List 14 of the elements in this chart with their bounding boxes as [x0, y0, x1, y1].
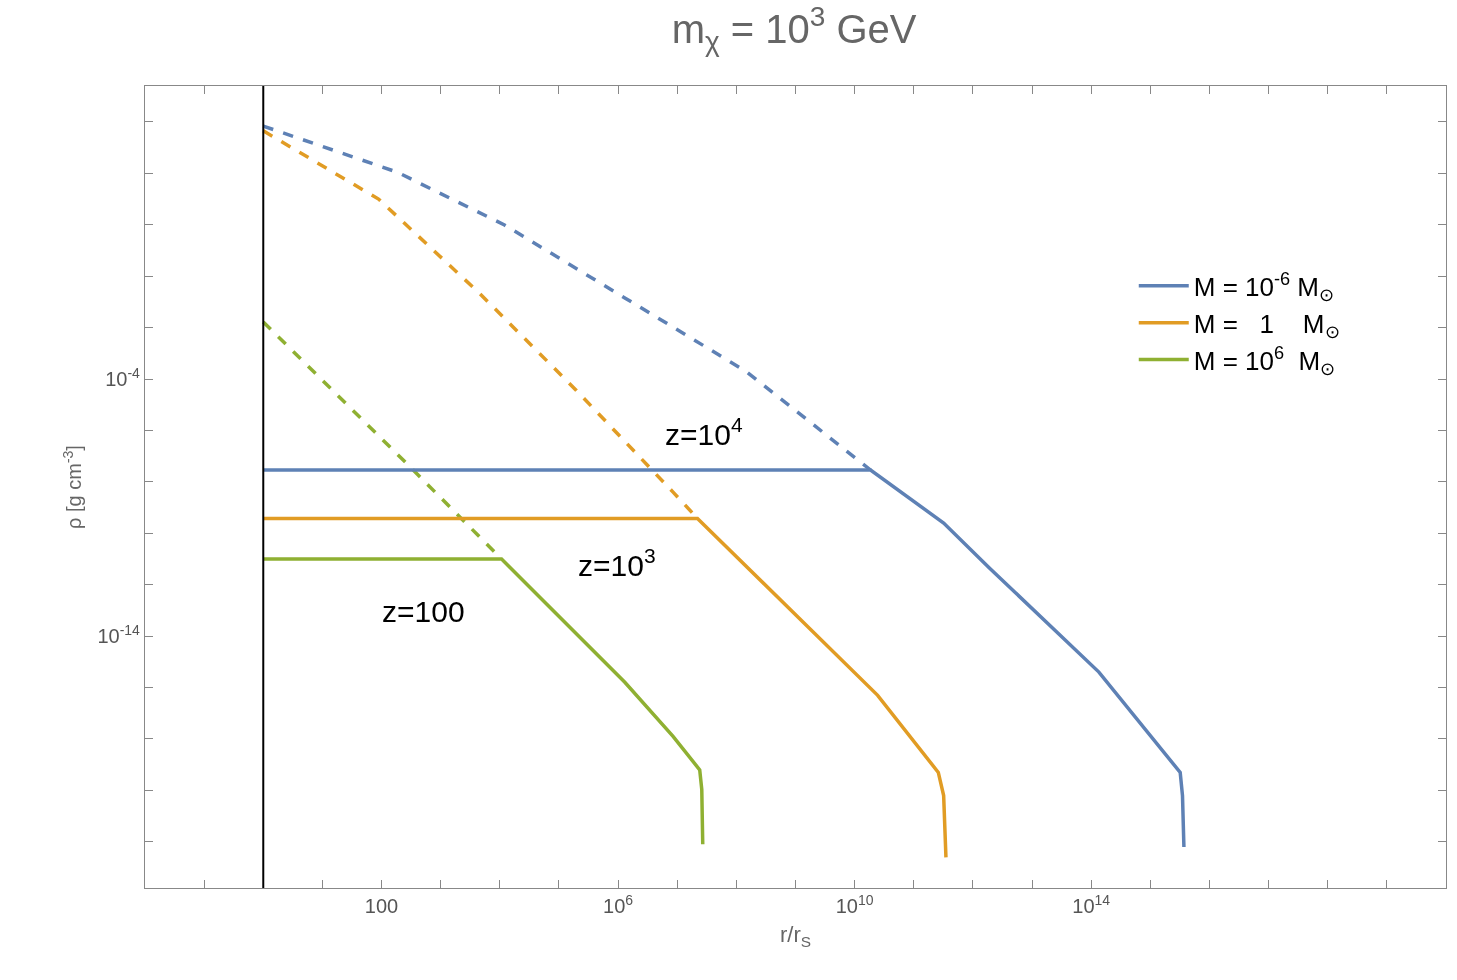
x-tick-label: 10$^{6}$ — [603, 891, 634, 918]
legend-label: M = 10$^{6}$ M$_{⊙}$ — [1193, 342, 1336, 380]
chart-title: m$_{χ}$ = 10$^{3}$ GeV — [671, 0, 917, 58]
x-axis-title: r/r$_{S}$ — [779, 922, 812, 950]
y-tick-label: 10$^{-4}$ — [105, 364, 141, 391]
x-tick-label: 10$^{10}$ — [835, 891, 874, 918]
annotation: z=10$^{4}$ — [665, 413, 743, 451]
y-tick-label: 10$^{-14}$ — [97, 621, 141, 648]
x-tick-label: 10$^{14}$ — [1072, 891, 1111, 918]
legend-label: M = 1 M$_{⊙}$ — [1193, 308, 1340, 343]
annotation: z=100 — [382, 595, 465, 628]
annotation: z=10$^{3}$ — [578, 544, 656, 582]
legend-label: M = 10$^{-6}$ M$_{⊙}$ — [1193, 269, 1335, 306]
x-tick-label: 100 — [364, 895, 399, 918]
